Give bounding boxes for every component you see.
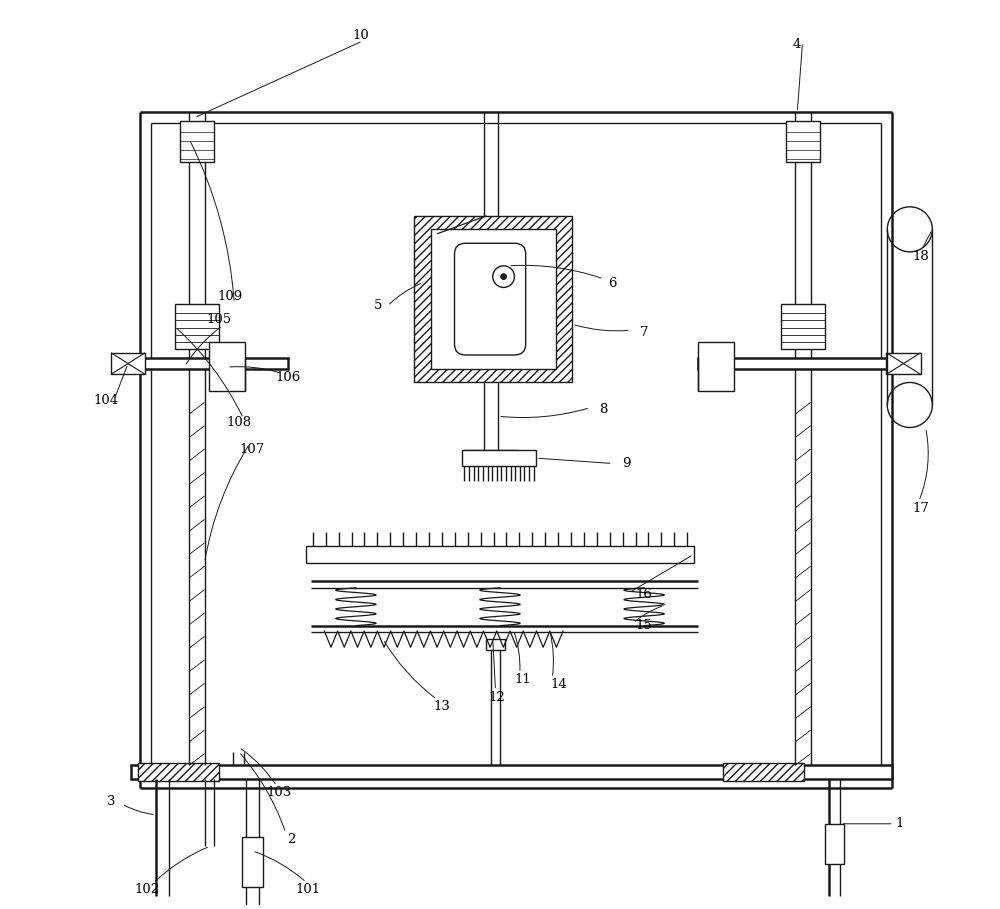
Bar: [306, 546, 694, 563]
Text: 11: 11: [514, 674, 531, 686]
Text: 104: 104: [93, 394, 118, 407]
Bar: [486, 639, 505, 650]
Text: 15: 15: [636, 619, 652, 632]
Bar: [464, 450, 518, 461]
Text: 102: 102: [134, 883, 160, 896]
Text: 7: 7: [640, 326, 648, 339]
Bar: [723, 763, 804, 781]
Text: 2: 2: [287, 833, 295, 845]
Text: 101: 101: [296, 883, 321, 896]
Bar: [209, 342, 245, 392]
Text: 108: 108: [226, 416, 251, 429]
Bar: [431, 229, 556, 369]
Bar: [886, 353, 921, 375]
Text: 3: 3: [107, 794, 115, 808]
Text: 106: 106: [276, 372, 301, 385]
Text: 17: 17: [912, 502, 929, 515]
Bar: [781, 305, 825, 349]
Text: 107: 107: [240, 444, 265, 456]
Text: 105: 105: [206, 313, 232, 326]
Text: 109: 109: [217, 290, 242, 304]
Bar: [175, 305, 219, 349]
Text: 14: 14: [550, 678, 567, 691]
Text: 1: 1: [896, 817, 904, 830]
Text: 9: 9: [622, 457, 630, 470]
Bar: [462, 450, 536, 466]
Bar: [414, 215, 572, 383]
Text: 16: 16: [636, 587, 653, 601]
Text: 10: 10: [352, 29, 369, 42]
Bar: [825, 824, 844, 864]
Bar: [786, 121, 820, 162]
Text: 12: 12: [489, 691, 506, 704]
Circle shape: [501, 274, 506, 279]
Bar: [131, 765, 892, 779]
Text: 4: 4: [793, 38, 801, 51]
Text: 18: 18: [912, 250, 929, 263]
Bar: [140, 358, 288, 369]
Bar: [111, 353, 145, 375]
Text: 103: 103: [267, 785, 292, 799]
Bar: [180, 121, 214, 162]
Text: 8: 8: [599, 403, 608, 416]
FancyBboxPatch shape: [455, 244, 526, 355]
Bar: [698, 358, 892, 369]
Bar: [138, 763, 219, 781]
Text: 13: 13: [433, 700, 450, 714]
Text: 5: 5: [374, 299, 383, 313]
Bar: [242, 837, 263, 887]
Text: 6: 6: [608, 277, 617, 290]
Bar: [698, 342, 734, 392]
